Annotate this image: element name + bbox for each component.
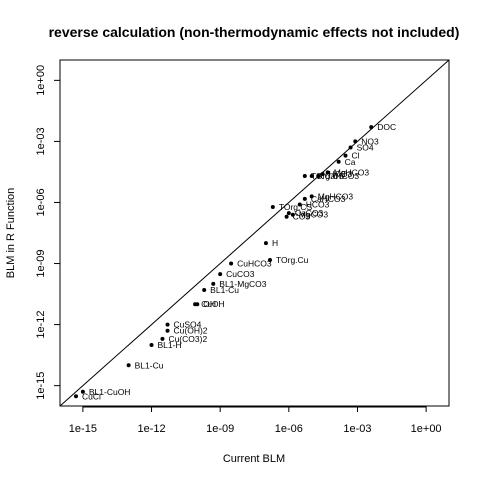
data-point bbox=[126, 363, 131, 368]
point-label: Ca bbox=[345, 157, 356, 167]
point-label: Cu(CO3)2 bbox=[168, 334, 207, 344]
point-label: CuSO4 bbox=[174, 320, 202, 330]
data-point bbox=[218, 272, 223, 277]
point-label: BL1-CuOH bbox=[89, 387, 131, 397]
point-label: CuCl bbox=[82, 391, 101, 401]
point-label: CuHCO3 bbox=[237, 259, 272, 269]
point-label: MgHCO3 bbox=[334, 167, 370, 177]
data-point bbox=[286, 211, 291, 216]
data-point bbox=[302, 173, 307, 178]
data-point bbox=[263, 241, 268, 246]
x-tick-label: 1e+00 bbox=[411, 423, 442, 435]
y-tick-label: 1e-15 bbox=[35, 372, 47, 400]
point-label: SO4 bbox=[357, 143, 374, 153]
data-point bbox=[165, 328, 170, 333]
reference-line-y-equals-x bbox=[59, 59, 450, 407]
data-point bbox=[290, 212, 295, 217]
data-point bbox=[297, 202, 302, 207]
data-point bbox=[309, 173, 314, 178]
data-point bbox=[195, 302, 200, 307]
data-point bbox=[149, 342, 154, 347]
point-label: CaHCO3 bbox=[325, 171, 360, 181]
data-point bbox=[284, 214, 289, 219]
data-point bbox=[165, 322, 170, 327]
x-tick-label: 1e-03 bbox=[343, 423, 371, 435]
data-point bbox=[80, 389, 85, 394]
x-axis-title: Current BLM bbox=[223, 453, 285, 465]
data-point bbox=[73, 394, 78, 399]
point-label: OH bbox=[203, 299, 216, 309]
point-label: CaHCO3 bbox=[311, 194, 346, 204]
data-point bbox=[160, 336, 165, 341]
data-point bbox=[343, 153, 348, 158]
data-point bbox=[211, 281, 216, 286]
x-tick-label: 1e-15 bbox=[69, 423, 97, 435]
x-axis: 1e-15 1e-12 1e-09 1e-06 1e-03 1e+00 bbox=[69, 406, 442, 435]
point-label: DOC bbox=[377, 122, 396, 132]
point-label: BL1-Cu bbox=[135, 360, 164, 370]
point-label: TOrg.CS bbox=[279, 202, 313, 212]
data-point bbox=[369, 125, 374, 130]
data-point bbox=[353, 139, 358, 144]
y-tick-label: 1e-06 bbox=[35, 188, 47, 216]
data-point bbox=[229, 261, 234, 266]
point-label: MgHCO3 bbox=[318, 191, 354, 201]
y-tick-label: 1e+00 bbox=[35, 65, 47, 96]
data-point bbox=[325, 170, 330, 175]
point-label: Cu(OH)2 bbox=[174, 326, 208, 336]
point-label: HCO3 bbox=[306, 199, 330, 209]
y-tick-label: 1e-03 bbox=[35, 127, 47, 155]
point-label: NO3 bbox=[361, 136, 379, 146]
y-tick-label: 1e-09 bbox=[35, 249, 47, 277]
point-label: BL1-MgCO3 bbox=[219, 279, 267, 289]
point-label: CO3 bbox=[293, 212, 311, 222]
point-label: K bbox=[318, 171, 324, 181]
data-point bbox=[316, 173, 321, 178]
point-label: MgCO3 bbox=[299, 210, 329, 220]
data-point bbox=[309, 194, 314, 199]
x-tick-label: 1e-06 bbox=[275, 423, 303, 435]
data-points: DOCNO3SO4ClCaMgHCO3HCO3CaHCO3KTOrg.CSMgH… bbox=[73, 122, 396, 401]
y-axis: 1e-15 1e-12 1e-09 1e-06 1e-03 1e+00 bbox=[35, 65, 61, 400]
y-tick-label: 1e-12 bbox=[35, 311, 47, 339]
point-label: BL1-Cu bbox=[210, 285, 239, 295]
point-label: TOrg.CS bbox=[311, 171, 345, 181]
point-label: BL1-H bbox=[158, 340, 182, 350]
data-point bbox=[348, 145, 353, 150]
data-point bbox=[270, 204, 275, 209]
data-point bbox=[336, 159, 341, 164]
point-label: TOrg.Cu bbox=[276, 255, 309, 265]
chart-title: reverse calculation (non-thermodynamic e… bbox=[49, 24, 460, 40]
data-point bbox=[267, 257, 272, 262]
point-label: Cl bbox=[352, 151, 360, 161]
x-tick-label: 1e-09 bbox=[206, 423, 234, 435]
data-point bbox=[202, 288, 207, 293]
point-label: CuCO3 bbox=[226, 269, 255, 279]
point-label: H bbox=[272, 238, 278, 248]
point-label: CuOH bbox=[201, 299, 225, 309]
data-point bbox=[320, 172, 325, 177]
data-point bbox=[302, 196, 307, 201]
point-label: CaCO3 bbox=[295, 208, 324, 218]
x-tick-label: 1e-12 bbox=[137, 423, 165, 435]
point-label: HCO3 bbox=[329, 169, 353, 179]
y-axis-title: BLM in R Function bbox=[5, 188, 17, 278]
